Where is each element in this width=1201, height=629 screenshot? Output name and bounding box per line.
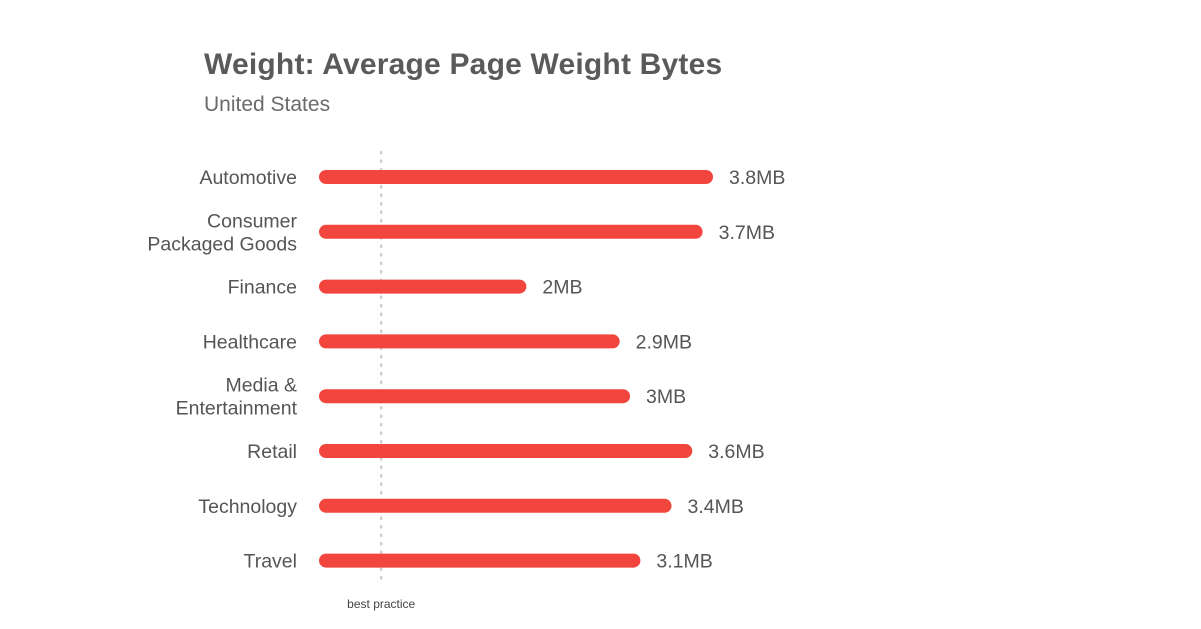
bar: [319, 444, 693, 458]
category-label: Media &: [225, 375, 297, 397]
bar: [319, 224, 703, 239]
bar: [319, 389, 631, 404]
chart-title: Weight: Average Page Weight Bytes: [204, 48, 723, 81]
category-label: Entertainment: [176, 398, 298, 420]
category-label: Healthcare: [203, 331, 297, 353]
bar-value-label: 3.4MB: [688, 496, 744, 518]
category-label: Technology: [198, 496, 297, 518]
bar: [319, 498, 672, 513]
bar-value-label: 3.8MB: [729, 167, 785, 189]
category-label: Finance: [228, 277, 297, 299]
bar-value-label: 3.6MB: [708, 441, 764, 463]
bar-value-label: 2.9MB: [636, 331, 692, 353]
bar: [319, 553, 641, 568]
bars-layer: [319, 170, 713, 568]
bar-value-label: 3.1MB: [656, 551, 712, 573]
category-label: Travel: [244, 551, 297, 573]
reference-line-label: best practice: [347, 597, 415, 611]
reference-layer: best practice: [347, 150, 416, 611]
bar: [319, 279, 527, 294]
bar: [319, 334, 620, 349]
category-label: Packaged Goods: [147, 233, 297, 255]
category-label: Retail: [247, 441, 297, 463]
chart-subtitle: United States: [204, 93, 331, 116]
category-label: Consumer: [207, 210, 297, 232]
bar-value-label: 3.7MB: [719, 222, 775, 244]
bar-value-label: 2MB: [542, 277, 582, 299]
bar: [319, 170, 713, 184]
category-label: Automotive: [199, 167, 297, 189]
bar-value-label: 3MB: [646, 386, 686, 408]
